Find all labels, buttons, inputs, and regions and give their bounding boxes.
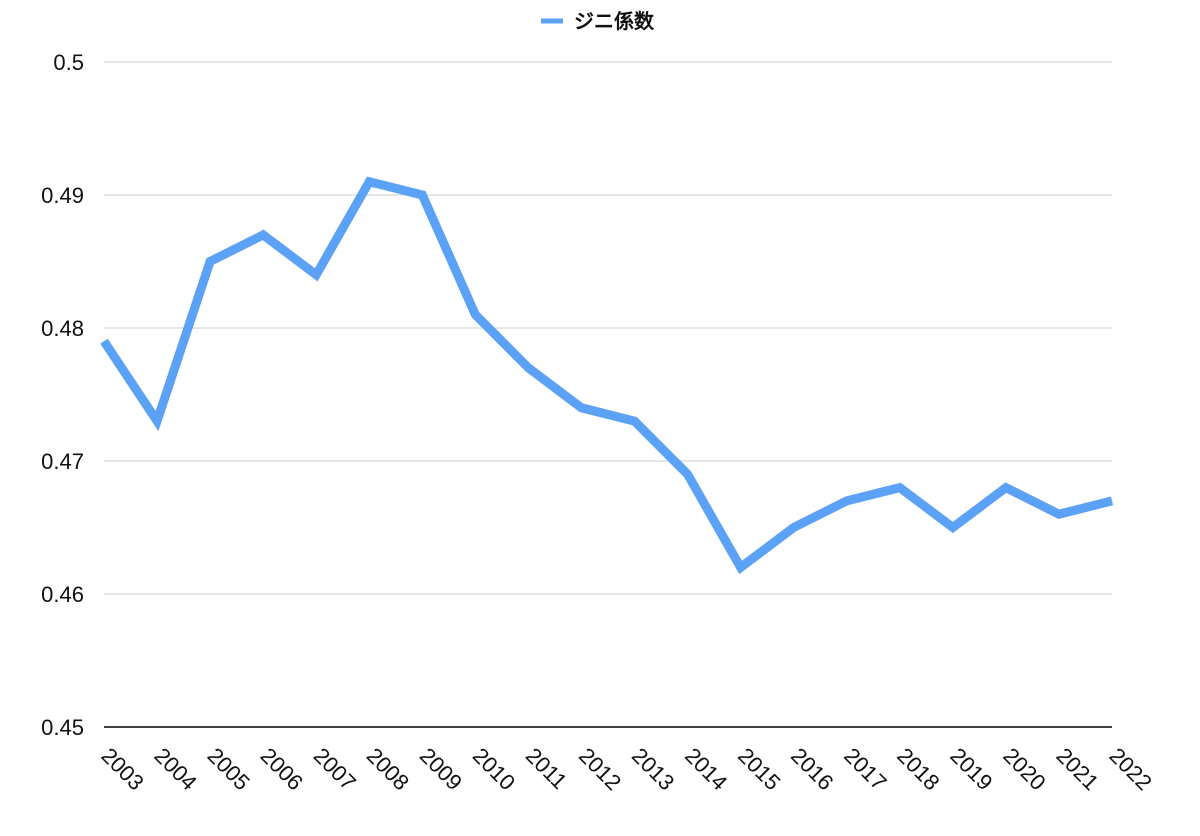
data-point	[687, 473, 689, 475]
x-tick-label: 2011	[521, 743, 572, 794]
legend-label: ジニ係数	[574, 9, 655, 33]
x-tick-label: 2006	[256, 743, 308, 795]
data-point	[740, 566, 742, 568]
data-point	[103, 340, 105, 342]
y-tick-label: 0.5	[53, 50, 84, 75]
x-tick-label: 2005	[203, 743, 255, 795]
data-point	[315, 274, 317, 276]
x-tick-label: 2007	[309, 743, 361, 795]
data-point	[156, 420, 158, 422]
x-tick-label: 2008	[362, 743, 414, 795]
gridlines	[104, 61, 1112, 595]
x-tick-label: 2010	[468, 743, 520, 795]
x-tick-label: 2018	[892, 743, 944, 795]
y-tick-label: 0.48	[41, 316, 84, 341]
data-point	[262, 234, 264, 236]
data-point	[474, 314, 476, 316]
x-tick-label: 2004	[150, 743, 202, 795]
x-tick-label: 2012	[574, 743, 626, 795]
data-point	[580, 407, 582, 409]
data-point	[1058, 513, 1060, 515]
data-point	[846, 500, 848, 502]
x-tick-label: 2016	[786, 743, 838, 795]
x-tick-label: 2009	[415, 743, 467, 795]
series-line	[100, 176, 1114, 575]
data-point	[1111, 500, 1113, 502]
series-layer	[100, 176, 1114, 575]
y-tick-label: 0.49	[41, 183, 84, 208]
x-tick-label: 2003	[96, 743, 148, 795]
x-tick-label: 2017	[839, 743, 891, 795]
x-axis-tick-labels: 2003 2004 2005 2006 2007 2008 2009 2010 2011 2012…	[96, 743, 1156, 795]
y-tick-label: 0.47	[41, 449, 84, 474]
x-tick-label: 2021	[1051, 743, 1103, 795]
data-point	[899, 487, 901, 489]
x-tick-label: 2013	[627, 743, 679, 795]
x-tick-label: 2019	[945, 743, 997, 795]
data-point	[527, 367, 529, 369]
data-point	[421, 194, 423, 196]
y-tick-label: 0.45	[41, 715, 84, 740]
data-point	[634, 420, 636, 422]
x-tick-label: 2014	[680, 743, 732, 795]
legend: ジニ係数	[541, 9, 655, 33]
data-point	[209, 261, 211, 262]
data-point	[793, 527, 795, 528]
x-tick-label: 2015	[733, 743, 785, 795]
data-point	[368, 181, 370, 183]
y-tick-label: 0.46	[41, 582, 84, 607]
x-tick-label: 2022	[1104, 743, 1156, 795]
x-tick-label: 2020	[998, 743, 1050, 795]
data-point	[1005, 487, 1007, 489]
data-point	[952, 527, 954, 528]
y-axis-tick-labels: 0.45 0.46 0.47 0.48 0.49 0.5	[41, 50, 84, 740]
